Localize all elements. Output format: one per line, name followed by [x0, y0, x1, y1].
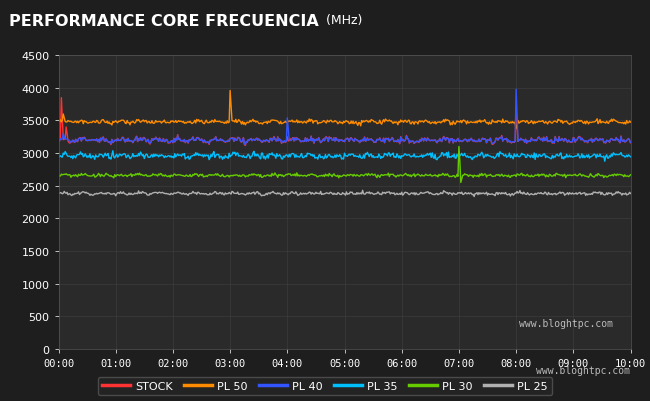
PL 30	[455, 145, 463, 150]
PL 25	[359, 188, 367, 193]
PL 25	[627, 192, 634, 196]
PL 50	[226, 89, 234, 94]
PL 40	[241, 143, 249, 148]
PL 30	[161, 173, 169, 178]
PL 35	[601, 160, 608, 164]
STOCK	[162, 138, 170, 142]
PL 30	[590, 175, 598, 180]
PL 40	[161, 140, 169, 144]
PL 50	[91, 120, 99, 125]
STOCK	[55, 138, 62, 143]
STOCK	[241, 144, 249, 148]
PL 25	[243, 191, 251, 196]
PL 50	[512, 127, 520, 132]
PL 40	[55, 138, 62, 143]
PL 25	[470, 194, 478, 199]
Line: STOCK: STOCK	[58, 98, 630, 146]
PL 25	[91, 192, 99, 196]
STOCK	[92, 139, 99, 144]
PL 30	[627, 173, 634, 178]
Line: PL 35: PL 35	[58, 152, 630, 162]
PL 30	[512, 174, 520, 179]
PL 50	[55, 119, 62, 124]
PL 35	[55, 154, 62, 158]
PL 25	[512, 191, 520, 196]
PL 40	[512, 87, 520, 92]
STOCK	[627, 141, 634, 146]
Text: www.bloghtpc.com: www.bloghtpc.com	[519, 318, 614, 328]
Line: PL 50: PL 50	[58, 91, 630, 129]
PL 25	[610, 192, 618, 197]
STOCK	[57, 96, 65, 101]
STOCK	[590, 139, 598, 144]
PL 50	[161, 121, 169, 126]
Line: PL 30: PL 30	[58, 147, 630, 183]
PL 50	[244, 121, 252, 126]
STOCK	[610, 138, 618, 143]
Line: PL 25: PL 25	[58, 191, 630, 197]
PL 40	[590, 139, 598, 144]
PL 40	[244, 138, 252, 143]
PL 25	[590, 191, 598, 196]
PL 40	[627, 141, 634, 146]
PL 35	[512, 154, 519, 159]
STOCK	[512, 106, 520, 111]
PL 50	[627, 120, 634, 125]
PL 35	[91, 158, 99, 162]
PL 30	[610, 172, 618, 177]
PL 35	[162, 155, 170, 160]
PL 35	[109, 149, 117, 154]
Text: (MHz): (MHz)	[322, 14, 362, 27]
PL 30	[55, 174, 62, 179]
PL 25	[161, 192, 169, 196]
PL 35	[627, 155, 634, 160]
Legend: STOCK, PL 50, PL 40, PL 35, PL 30, PL 25: STOCK, PL 50, PL 40, PL 35, PL 30, PL 25	[98, 377, 552, 395]
PL 30	[91, 175, 99, 180]
PL 30	[243, 174, 251, 179]
PL 35	[610, 152, 618, 157]
PL 25	[55, 192, 62, 196]
Text: www.bloghtpc.com: www.bloghtpc.com	[536, 365, 630, 375]
PL 30	[457, 180, 465, 185]
STOCK	[245, 138, 253, 143]
PL 40	[512, 139, 519, 144]
PL 35	[244, 152, 252, 157]
Text: PERFORMANCE CORE FRECUENCIA: PERFORMANCE CORE FRECUENCIA	[8, 14, 318, 29]
PL 50	[590, 120, 598, 125]
PL 40	[91, 138, 99, 143]
PL 50	[610, 118, 618, 123]
PL 50	[512, 122, 519, 127]
Line: PL 40: PL 40	[58, 90, 630, 145]
PL 40	[610, 138, 618, 143]
PL 35	[590, 153, 597, 158]
